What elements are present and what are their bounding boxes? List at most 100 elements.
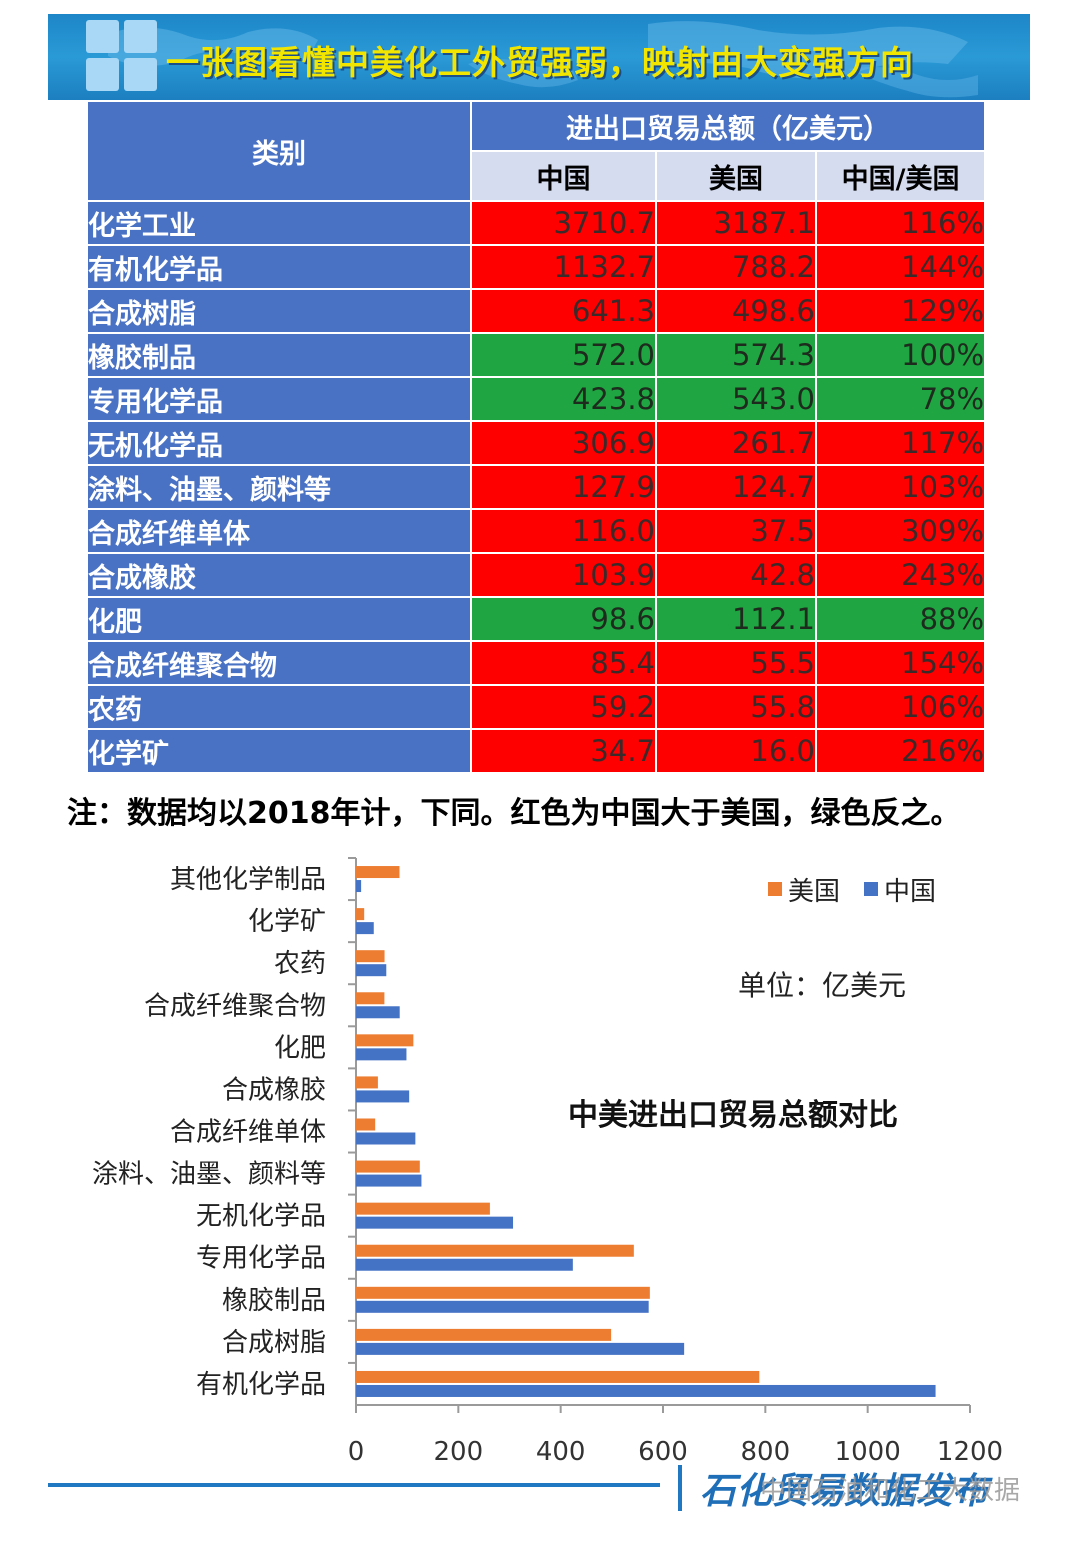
bar-china [356, 880, 362, 893]
cell-us: 498.6 [657, 290, 817, 334]
cell-ratio: 243% [817, 554, 987, 598]
row-category: 有机化学品 [88, 246, 472, 290]
bar-us [356, 950, 385, 963]
bar-us [356, 866, 400, 879]
row-category: 涂料、油墨、颜料等 [88, 466, 472, 510]
category-label: 有机化学品 [196, 1370, 326, 1400]
row-category: 合成树脂 [88, 290, 472, 334]
table-row: 化学矿 34.7 16.0 216% [88, 730, 987, 774]
category-label: 合成纤维单体 [170, 1118, 326, 1148]
cell-us: 261.7 [657, 422, 817, 466]
bar-china [356, 1342, 685, 1355]
bar-us [356, 1286, 650, 1299]
cell-us: 112.1 [657, 598, 817, 642]
cell-ratio: 117% [817, 422, 987, 466]
category-label: 化肥 [274, 1033, 326, 1063]
cell-us: 42.8 [657, 554, 817, 598]
cell-ratio: 154% [817, 642, 987, 686]
x-tick-label: 0 [348, 1437, 365, 1467]
row-category: 合成橡胶 [88, 554, 472, 598]
row-category: 合成纤维单体 [88, 510, 472, 554]
legend-label-china: 中国 [884, 877, 936, 907]
x-tick-label: 800 [741, 1437, 791, 1467]
legend-swatch-china [864, 882, 878, 896]
category-label: 无机化学品 [196, 1202, 326, 1232]
x-tick-label: 1200 [937, 1437, 1003, 1467]
logo-icon [86, 20, 158, 92]
header-us: 美国 [657, 152, 817, 202]
title-banner: 一张图看懂中美化工外贸强弱，映射由大变强方向 [48, 14, 1030, 100]
table-row: 合成橡胶 103.9 42.8 243% [88, 554, 987, 598]
cell-us: 16.0 [657, 730, 817, 774]
cell-ratio: 129% [817, 290, 987, 334]
table-row: 涂料、油墨、颜料等 127.9 124.7 103% [88, 466, 987, 510]
chart-title: 中美进出口贸易总额对比 [568, 1098, 898, 1133]
cell-china: 306.9 [472, 422, 657, 466]
cell-us: 55.5 [657, 642, 817, 686]
footer-brand: 石化贸易数据发布 [700, 1471, 989, 1512]
row-category: 化肥 [88, 598, 472, 642]
table-row: 化学工业 3710.7 3187.1 116% [88, 202, 987, 246]
bar-china [356, 1048, 407, 1061]
cell-ratio: 116% [817, 202, 987, 246]
x-tick-label: 400 [536, 1437, 586, 1467]
table-row: 合成纤维单体 116.0 37.5 309% [88, 510, 987, 554]
category-label: 合成树脂 [222, 1328, 326, 1358]
table-row: 无机化学品 306.9 261.7 117% [88, 422, 987, 466]
bar-china [356, 964, 387, 977]
bar-us [356, 1202, 490, 1215]
bar-us [356, 1244, 634, 1257]
cell-us: 37.5 [657, 510, 817, 554]
cell-ratio: 100% [817, 334, 987, 378]
header-category: 类别 [88, 102, 472, 202]
row-category: 化学工业 [88, 202, 472, 246]
cell-ratio: 88% [817, 598, 987, 642]
cell-china: 572.0 [472, 334, 657, 378]
cell-us: 543.0 [657, 378, 817, 422]
table-row: 合成纤维聚合物 85.4 55.5 154% [88, 642, 987, 686]
cell-us: 3187.1 [657, 202, 817, 246]
bar-china [356, 1132, 416, 1145]
footer-separator [678, 1465, 682, 1511]
cell-ratio: 309% [817, 510, 987, 554]
bar-china [356, 1174, 422, 1187]
header-china: 中国 [472, 152, 657, 202]
cell-us: 574.3 [657, 334, 817, 378]
x-tick-label: 200 [434, 1437, 484, 1467]
cell-ratio: 106% [817, 686, 987, 730]
table-row: 专用化学品 423.8 543.0 78% [88, 378, 987, 422]
cell-us: 788.2 [657, 246, 817, 290]
bar-china [356, 1258, 573, 1271]
table-row: 有机化学品 1132.7 788.2 144% [88, 246, 987, 290]
cell-us: 124.7 [657, 466, 817, 510]
cell-china: 34.7 [472, 730, 657, 774]
bar-china [356, 1216, 514, 1229]
bar-us [356, 908, 365, 921]
category-label: 合成橡胶 [222, 1075, 326, 1105]
cell-ratio: 103% [817, 466, 987, 510]
table-row: 化肥 98.6 112.1 88% [88, 598, 987, 642]
bar-us [356, 1160, 420, 1173]
bar-china [356, 1384, 936, 1397]
cell-china: 103.9 [472, 554, 657, 598]
cell-ratio: 216% [817, 730, 987, 774]
cell-china: 641.3 [472, 290, 657, 334]
cell-china: 127.9 [472, 466, 657, 510]
unit-note: 单位：亿美元 [738, 969, 906, 1002]
bar-china [356, 1006, 400, 1019]
footer-divider [48, 1483, 660, 1487]
category-label: 专用化学品 [196, 1244, 326, 1274]
table-row: 农药 59.2 55.8 106% [88, 686, 987, 730]
category-label: 化学矿 [248, 907, 326, 937]
cell-china: 59.2 [472, 686, 657, 730]
table-row: 橡胶制品 572.0 574.3 100% [88, 334, 987, 378]
bar-us [356, 1118, 376, 1131]
world-map-decoration [108, 21, 978, 98]
cell-us: 55.8 [657, 686, 817, 730]
cell-china: 1132.7 [472, 246, 657, 290]
bar-us [356, 1034, 414, 1047]
trade-table: 类别 进出口贸易总额（亿美元） 中国 美国 中国/美国 化学工业 3710.7 31… [88, 102, 987, 774]
bar-china [356, 1090, 410, 1103]
category-label: 合成纤维聚合物 [144, 991, 326, 1021]
bar-china [356, 922, 374, 935]
